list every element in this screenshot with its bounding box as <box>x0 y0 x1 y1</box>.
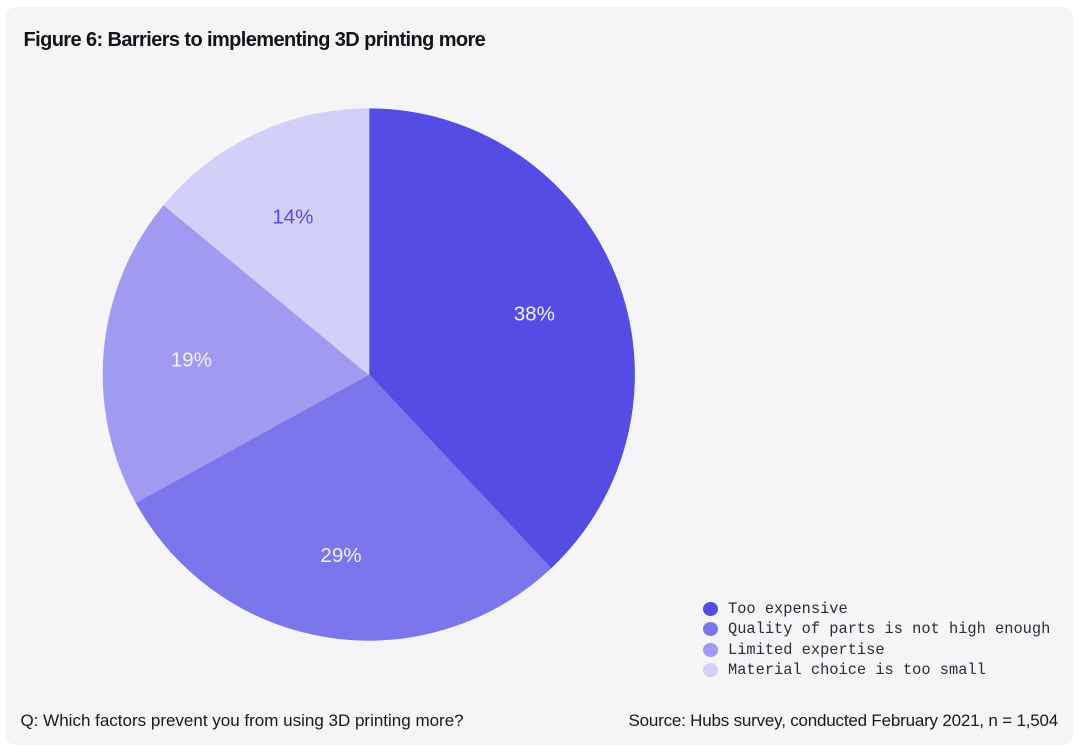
svg-text:38%: 38% <box>514 302 555 325</box>
svg-text:14%: 14% <box>272 205 313 228</box>
svg-text:19%: 19% <box>171 348 212 371</box>
svg-text:29%: 29% <box>320 544 361 567</box>
